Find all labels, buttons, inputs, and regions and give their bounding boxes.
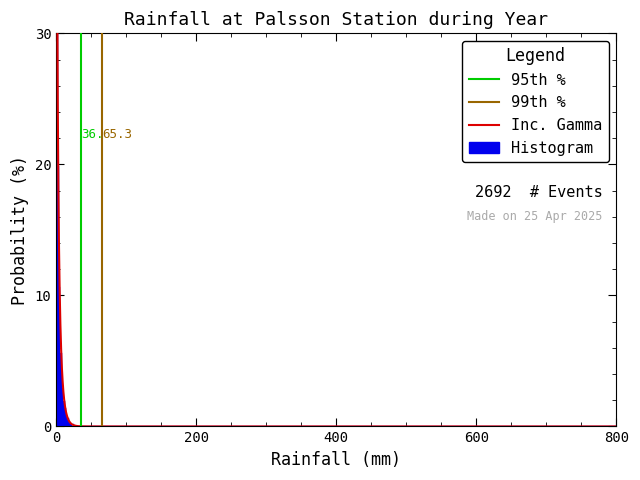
Title: Rainfall at Palsson Station during Year: Rainfall at Palsson Station during Year xyxy=(124,11,548,29)
Bar xyxy=(69,422,70,426)
Bar xyxy=(59,287,60,426)
Bar xyxy=(65,408,66,426)
Bar xyxy=(58,166,59,426)
Bar xyxy=(62,388,63,426)
X-axis label: Rainfall (mm): Rainfall (mm) xyxy=(271,451,401,469)
Text: 36.: 36. xyxy=(82,128,104,141)
Text: Made on 25 Apr 2025: Made on 25 Apr 2025 xyxy=(467,210,602,223)
Text: 65.3: 65.3 xyxy=(102,128,132,141)
Bar xyxy=(73,424,74,426)
Bar xyxy=(60,353,62,426)
Y-axis label: Probability (%): Probability (%) xyxy=(11,155,29,305)
Bar xyxy=(67,418,69,426)
Bar xyxy=(66,415,67,426)
Bar xyxy=(63,401,65,426)
Legend: 95th %, 99th %, Inc. Gamma, Histogram: 95th %, 99th %, Inc. Gamma, Histogram xyxy=(463,41,609,162)
Text: 2692  # Events: 2692 # Events xyxy=(475,185,602,200)
Bar xyxy=(56,0,58,426)
Bar xyxy=(70,423,72,426)
